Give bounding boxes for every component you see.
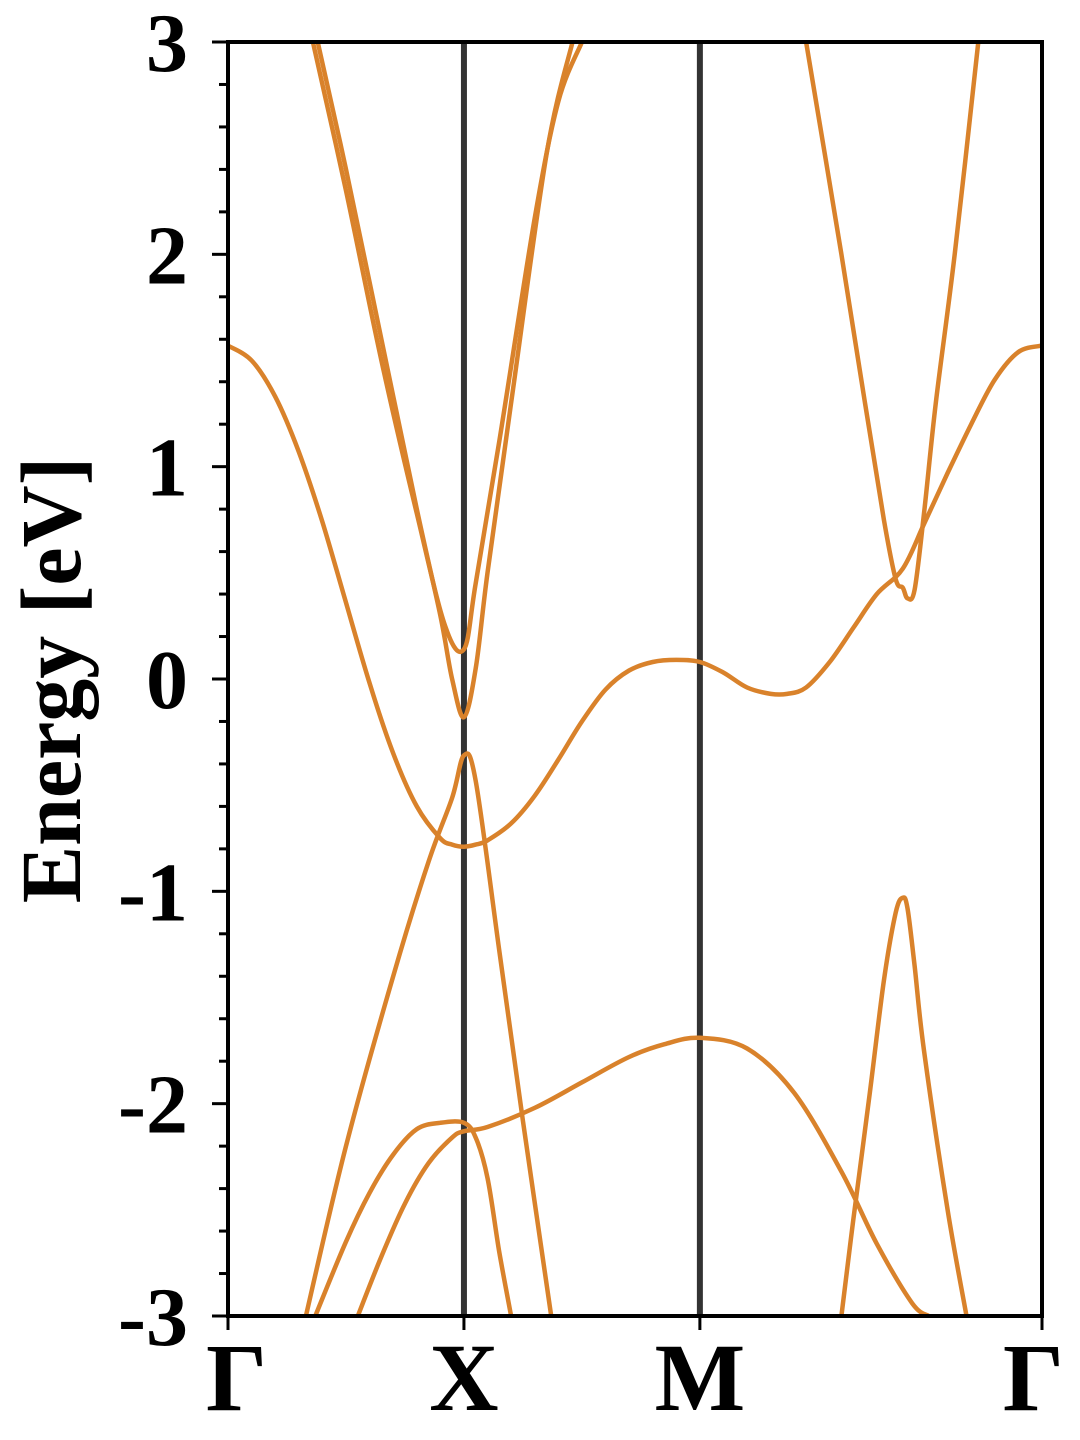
x-tick-label: X	[429, 1324, 498, 1431]
y-tick-label: -1	[118, 846, 188, 939]
tick-labels: -3 -2 -1 0 1 2 3 Γ X M Γ	[118, 0, 1064, 1431]
band-line-7	[839, 895, 969, 1316]
x-tick-label: Γ	[206, 1324, 267, 1431]
y-tick-label: 3	[146, 0, 188, 90]
y-tick-label: -2	[118, 1059, 188, 1152]
band-line-6	[803, 42, 981, 602]
band-line-5	[315, 42, 575, 720]
axis-ticks	[212, 40, 1044, 1330]
y-tick-label: 2	[146, 209, 188, 302]
band-line-0	[228, 343, 1042, 849]
bands	[228, 42, 1042, 1316]
band-line-3	[303, 751, 554, 1316]
y-axis-title: Energy [eV]	[3, 457, 99, 904]
x-tick-label: Γ	[1003, 1324, 1064, 1431]
y-tick-label: 0	[146, 634, 188, 727]
band-line-2	[355, 1035, 931, 1316]
y-tick-label: 1	[146, 422, 188, 515]
band-line-1	[313, 1119, 514, 1316]
symmetry-lines	[460, 42, 703, 1316]
y-tick-label: -3	[118, 1271, 188, 1364]
band-line-4	[310, 42, 585, 654]
x-tick-label: M	[655, 1324, 746, 1431]
